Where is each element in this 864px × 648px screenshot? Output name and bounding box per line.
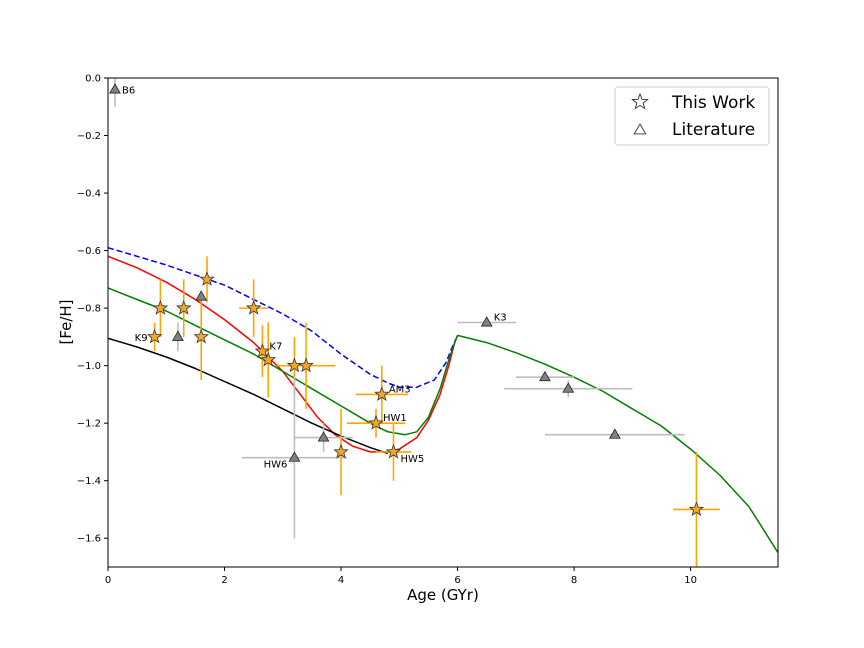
model-curve-blue-dashed <box>108 246 459 388</box>
model-curve-green <box>108 287 459 436</box>
point-label: K7 <box>269 341 282 352</box>
this-work-point <box>298 357 314 373</box>
literature-point <box>288 451 301 462</box>
x-tick-label: 2 <box>221 575 227 586</box>
y-tick-label: −0.4 <box>77 189 101 200</box>
this-work-point <box>368 415 384 430</box>
legend-label-this-work: This Work <box>671 93 755 113</box>
this-work-point <box>245 299 262 315</box>
legend-box <box>614 86 770 146</box>
literature-point <box>608 428 621 439</box>
this-work-point <box>176 299 192 315</box>
y-tick-label: −1.2 <box>77 419 101 430</box>
legend-triangle-shape <box>633 123 647 135</box>
point-label: HW1 <box>383 413 407 424</box>
point-label: HW6 <box>264 460 288 471</box>
this-work-point <box>374 386 390 402</box>
y-tick-label: −0.2 <box>77 131 101 142</box>
this-work-point <box>193 328 209 344</box>
x-tick-label: 10 <box>684 575 697 586</box>
x-tick-label: 0 <box>105 575 111 586</box>
legend-label-literature: Literature <box>672 120 755 140</box>
legend-triangle-icon <box>633 123 647 135</box>
y-tick-label: −0.6 <box>77 246 101 257</box>
literature-point <box>480 316 493 327</box>
curves-layer <box>108 246 778 554</box>
literature-point <box>195 290 208 301</box>
this-work-point <box>146 328 163 344</box>
legend-star-shape <box>631 92 649 110</box>
plot-frame <box>107 77 779 568</box>
model-curve-green <box>457 334 778 554</box>
this-work-point <box>688 501 705 517</box>
literature-point <box>539 370 551 382</box>
legend: This Work Literature <box>614 86 770 146</box>
y-tick-label: −1.0 <box>77 361 101 372</box>
y-axis: 0.0 −0.2 −0.4 −0.6 −0.8 −1.0 −1.2 −1.4 −1.6 <box>77 74 108 545</box>
literature-point <box>317 431 330 442</box>
literature-point <box>562 382 575 393</box>
x-axis-title: Age (GYr) <box>407 586 479 604</box>
literature-point <box>109 83 121 94</box>
markers-layer <box>109 83 705 517</box>
point-label: AM3 <box>389 384 411 395</box>
point-label: K9 <box>135 333 148 344</box>
this-work-point <box>254 343 271 358</box>
y-tick-label: −1.4 <box>77 476 101 487</box>
this-work-point <box>385 443 402 459</box>
y-axis-title: [Fe/H] <box>57 299 75 344</box>
y-tick-label: −0.8 <box>77 304 101 315</box>
x-tick-label: 6 <box>454 575 460 586</box>
annotations-layer: B6 K9 K7 AM3 HW1 HW5 HW6 K3 <box>122 86 507 471</box>
y-tick-label: 0.0 <box>85 74 101 85</box>
x-tick-label: 8 <box>571 575 577 586</box>
this-work-point <box>333 443 349 459</box>
point-label: HW5 <box>400 454 424 465</box>
this-work-point <box>199 271 215 286</box>
x-tick-label: 4 <box>338 575 344 586</box>
this-work-point <box>260 351 276 367</box>
literature-point <box>171 330 184 341</box>
this-work-point <box>152 299 169 315</box>
model-curve-red <box>108 255 459 453</box>
x-axis: 0 2 4 6 8 10 <box>105 567 697 586</box>
legend-star-icon <box>631 92 649 110</box>
point-label: K3 <box>494 313 507 324</box>
y-tick-label: −1.6 <box>77 534 101 545</box>
point-label: B6 <box>122 86 135 97</box>
model-curve-black <box>108 337 388 455</box>
